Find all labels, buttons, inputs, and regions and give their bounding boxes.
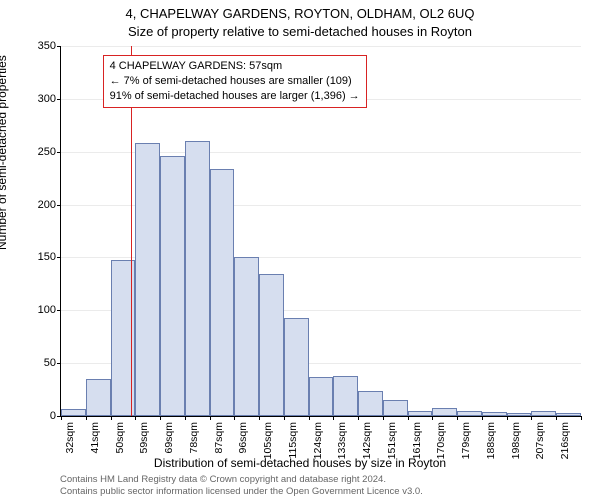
x-tick-label: 188sqm [485, 422, 497, 462]
y-tick-label: 0 [24, 410, 56, 422]
y-tick-mark [57, 46, 61, 47]
x-tick-mark [482, 416, 483, 420]
x-tick-label: 142sqm [361, 422, 373, 462]
annotation-line-3: 91% of semi-detached houses are larger (… [110, 89, 360, 104]
x-tick-mark [135, 416, 136, 420]
x-tick-mark [556, 416, 557, 420]
y-tick-label: 250 [24, 146, 56, 158]
histogram-bar [160, 156, 185, 416]
x-tick-mark [234, 416, 235, 420]
histogram-bar [333, 376, 358, 416]
x-tick-label: 69sqm [163, 422, 175, 462]
histogram-bar [210, 169, 235, 416]
chart-title-subtitle: Size of property relative to semi-detach… [0, 24, 600, 39]
histogram-bar [358, 391, 383, 416]
y-axis-label: Number of semi-detached properties [0, 55, 9, 250]
x-tick-label: 105sqm [262, 422, 274, 462]
y-tick-mark [57, 257, 61, 258]
x-tick-mark [185, 416, 186, 420]
x-tick-label: 115sqm [287, 422, 299, 462]
footer-line-1: Contains HM Land Registry data © Crown c… [60, 474, 423, 486]
x-tick-mark [111, 416, 112, 420]
annotation-line-1: 4 CHAPELWAY GARDENS: 57sqm [110, 59, 360, 74]
x-tick-mark [309, 416, 310, 420]
x-tick-mark [507, 416, 508, 420]
x-tick-label: 32sqm [64, 422, 76, 462]
y-tick-label: 350 [24, 40, 56, 52]
histogram-bar [383, 400, 408, 416]
x-tick-mark [284, 416, 285, 420]
histogram-bar [531, 411, 556, 416]
x-tick-label: 170sqm [435, 422, 447, 462]
histogram-bar [284, 318, 309, 416]
x-tick-mark [86, 416, 87, 420]
y-tick-mark [57, 152, 61, 153]
x-tick-mark [432, 416, 433, 420]
x-tick-label: 133sqm [336, 422, 348, 462]
histogram-bar [457, 411, 482, 416]
annotation-line-2: ← 7% of semi-detached houses are smaller… [110, 74, 360, 89]
footer-attribution: Contains HM Land Registry data © Crown c… [60, 474, 423, 498]
histogram-bar [234, 257, 259, 416]
histogram-bar [309, 377, 334, 416]
histogram-bar [86, 379, 111, 416]
x-tick-mark [333, 416, 334, 420]
x-tick-mark [581, 416, 582, 420]
x-tick-label: 59sqm [138, 422, 150, 462]
x-tick-label: 198sqm [510, 422, 522, 462]
x-tick-label: 87sqm [213, 422, 225, 462]
x-tick-label: 179sqm [460, 422, 472, 462]
x-tick-mark [457, 416, 458, 420]
x-tick-mark [383, 416, 384, 420]
y-tick-label: 300 [24, 93, 56, 105]
y-tick-label: 200 [24, 199, 56, 211]
histogram-bar [185, 141, 210, 416]
histogram-bar [61, 409, 86, 416]
histogram-bar [408, 411, 433, 416]
x-tick-label: 151sqm [386, 422, 398, 462]
plot-area: 4 CHAPELWAY GARDENS: 57sqm← 7% of semi-d… [60, 46, 581, 417]
histogram-bar [135, 143, 160, 416]
histogram-bar [556, 413, 581, 416]
x-tick-label: 96sqm [237, 422, 249, 462]
x-tick-mark [210, 416, 211, 420]
x-tick-label: 207sqm [534, 422, 546, 462]
x-tick-label: 124sqm [312, 422, 324, 462]
x-tick-mark [531, 416, 532, 420]
histogram-bar [259, 274, 284, 416]
annotation-box: 4 CHAPELWAY GARDENS: 57sqm← 7% of semi-d… [103, 55, 367, 108]
footer-line-2: Contains public sector information licen… [60, 486, 423, 498]
x-tick-label: 78sqm [188, 422, 200, 462]
y-tick-mark [57, 205, 61, 206]
x-tick-mark [358, 416, 359, 420]
x-tick-label: 50sqm [114, 422, 126, 462]
x-tick-mark [259, 416, 260, 420]
x-tick-mark [61, 416, 62, 420]
x-tick-label: 161sqm [411, 422, 423, 462]
x-tick-label: 216sqm [559, 422, 571, 462]
y-tick-mark [57, 99, 61, 100]
y-tick-mark [57, 310, 61, 311]
y-tick-label: 50 [24, 357, 56, 369]
histogram-bar [432, 408, 457, 416]
y-tick-label: 100 [24, 304, 56, 316]
y-tick-label: 150 [24, 251, 56, 263]
x-tick-mark [408, 416, 409, 420]
chart-title-address: 4, CHAPELWAY GARDENS, ROYTON, OLDHAM, OL… [0, 6, 600, 21]
x-tick-label: 41sqm [89, 422, 101, 462]
histogram-bar [482, 412, 507, 416]
gridline [61, 46, 581, 47]
y-tick-mark [57, 363, 61, 364]
histogram-bar [507, 413, 532, 416]
x-tick-mark [160, 416, 161, 420]
